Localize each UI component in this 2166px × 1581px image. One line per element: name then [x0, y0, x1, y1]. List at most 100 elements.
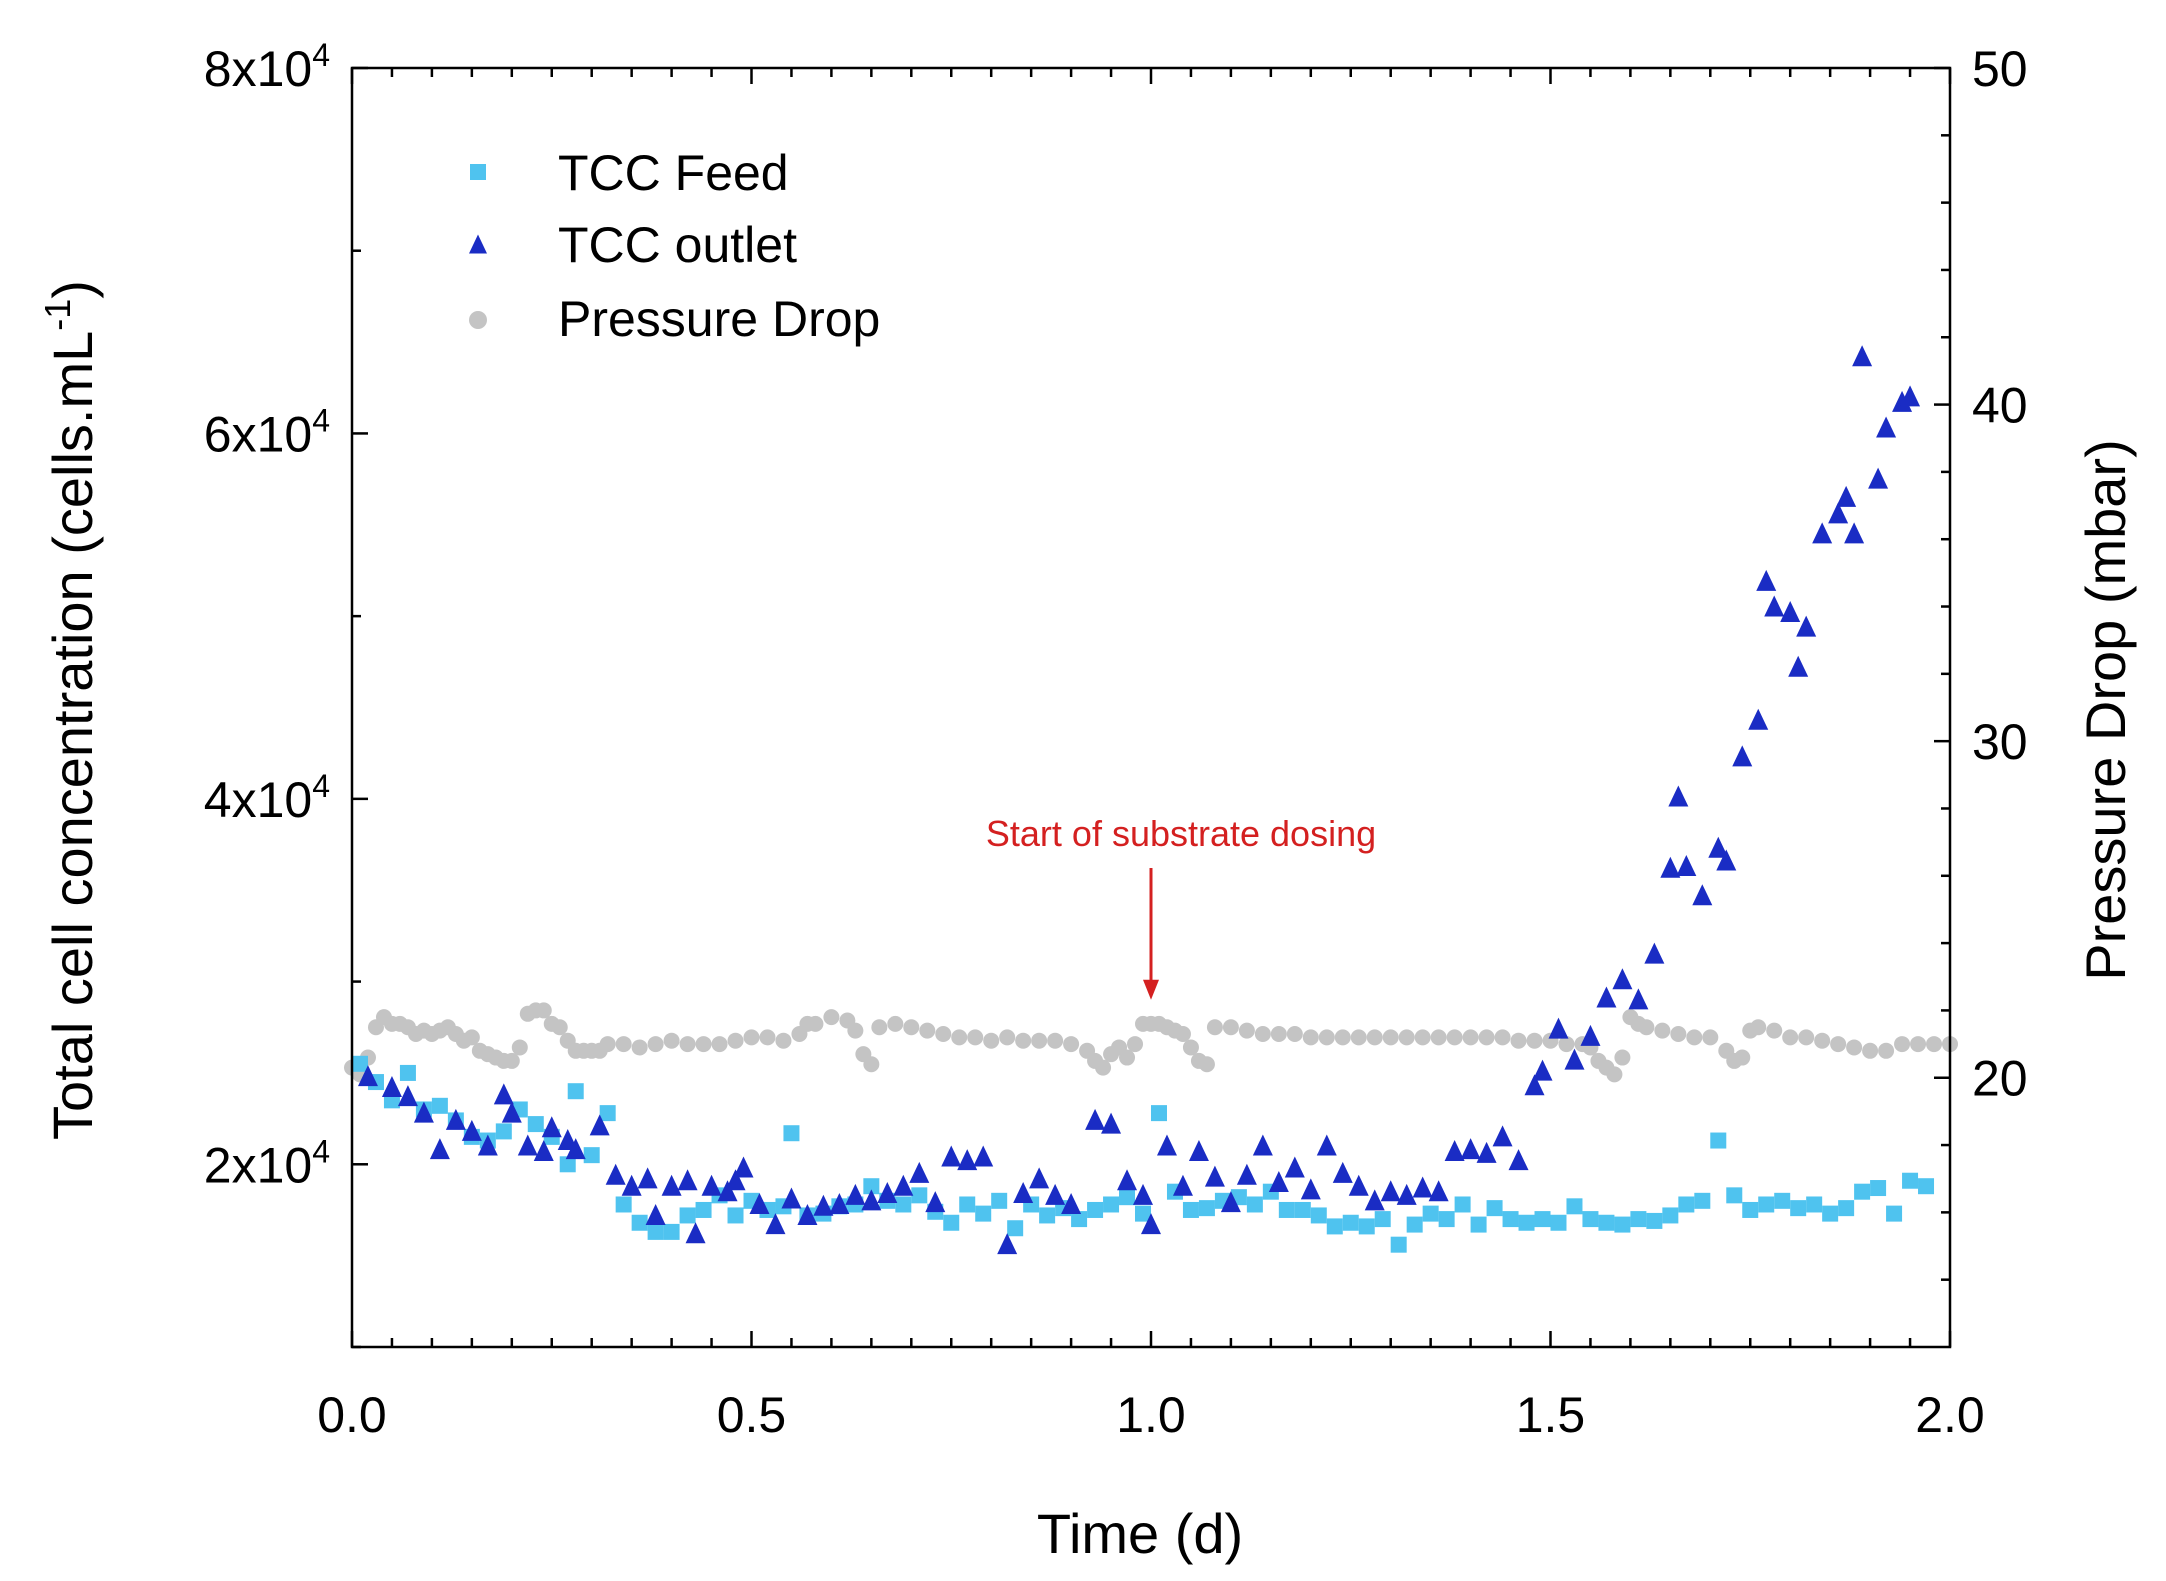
tcc-feed-point — [1486, 1200, 1503, 1217]
tcc-outlet-point — [733, 1156, 754, 1178]
pressure-drop-point — [503, 1052, 520, 1069]
pressure-drop-point — [1878, 1042, 1895, 1059]
tcc-feed-point — [1135, 1205, 1152, 1222]
tcc-feed-point — [783, 1125, 800, 1142]
tcc-feed-point — [399, 1064, 416, 1081]
tcc-outlet-point — [725, 1169, 746, 1191]
tcc-feed-point — [1119, 1189, 1136, 1206]
y-left-tick-label: 8x104 — [204, 37, 330, 97]
tcc-outlet-point — [1748, 708, 1769, 730]
tcc-feed-point — [1582, 1211, 1599, 1228]
pressure-drop-point — [1414, 1029, 1431, 1046]
tcc-outlet-point — [1876, 416, 1897, 438]
pressure-drop-point — [1926, 1036, 1943, 1053]
pressure-drop-point — [1782, 1029, 1799, 1046]
tcc-feed-point — [1326, 1218, 1343, 1235]
tcc-feed-point — [1310, 1207, 1327, 1224]
annotation-arrow-head — [1143, 979, 1159, 1000]
pressure-drop-point — [1614, 1049, 1631, 1066]
tcc-outlet-point — [1300, 1178, 1321, 1200]
pressure-drop-point — [1766, 1022, 1783, 1039]
tcc-outlet-point — [1788, 655, 1809, 677]
tcc-outlet-point — [893, 1174, 914, 1196]
tcc-outlet-point — [1668, 785, 1689, 807]
tcc-outlet-series — [357, 345, 1921, 1255]
tcc-outlet-point — [621, 1174, 642, 1196]
tcc-feed-point — [1854, 1183, 1871, 1200]
y-left-axis-title: Total cell concentration (cells.mL-1) — [37, 280, 104, 1140]
tcc-outlet-point — [1844, 522, 1865, 544]
tcc-feed-point — [895, 1196, 912, 1213]
tcc-feed-point — [863, 1178, 880, 1195]
tcc-outlet-point — [429, 1138, 450, 1160]
tcc-feed-point — [1838, 1200, 1855, 1217]
tcc-outlet-point — [1013, 1182, 1034, 1204]
tcc-feed-point — [431, 1097, 448, 1114]
tcc-feed-point — [647, 1223, 664, 1240]
tcc-feed-point — [1534, 1211, 1551, 1228]
tcc-outlet-point — [1548, 1017, 1569, 1039]
tcc-feed-point — [1678, 1196, 1695, 1213]
tcc-outlet-point — [645, 1203, 666, 1225]
legend: TCC Feed TCC outlet Pressure Drop — [469, 145, 880, 347]
tcc-feed-point — [495, 1123, 512, 1140]
pressure-drop-point — [1526, 1032, 1543, 1049]
tcc-feed-point — [1071, 1211, 1088, 1228]
tcc-outlet-point — [1380, 1180, 1401, 1202]
tcc-outlet-point — [1836, 485, 1857, 507]
pressure-drop-point — [711, 1036, 728, 1053]
pressure-drop-point — [1478, 1029, 1495, 1046]
tcc-feed-point — [943, 1214, 960, 1231]
tcc-outlet-point — [1660, 856, 1681, 878]
tcc-feed-point — [1454, 1196, 1471, 1213]
tcc-outlet-point — [701, 1174, 722, 1196]
pressure-drop-point — [615, 1036, 632, 1053]
pressure-drop-point — [1127, 1036, 1144, 1053]
y-left-tick-label: 4x104 — [204, 768, 330, 828]
tcc-outlet-point — [1732, 745, 1753, 767]
tcc-outlet-point — [1029, 1167, 1050, 1189]
tcc-outlet-point — [1692, 884, 1713, 906]
tcc-outlet-point — [1236, 1163, 1257, 1185]
tcc-outlet-point — [1796, 615, 1817, 637]
tcc-outlet-point — [1268, 1171, 1289, 1193]
tcc-feed-point — [1598, 1214, 1615, 1231]
tcc-feed-point — [583, 1147, 600, 1164]
pressure-drop-point — [1734, 1049, 1751, 1066]
tcc-feed-point — [1806, 1196, 1823, 1213]
tcc-outlet-point — [1596, 986, 1617, 1008]
pressure-drop-point — [1254, 1025, 1271, 1042]
tcc-feed-point — [1007, 1220, 1024, 1237]
pressure-drop-point — [1446, 1029, 1463, 1046]
tcc-feed-point — [599, 1105, 616, 1122]
pressure-drop-point — [1798, 1029, 1815, 1046]
tcc-outlet-point — [1524, 1074, 1545, 1096]
x-tick-label: 0.0 — [317, 1387, 387, 1443]
pressure-drop-point — [871, 1019, 888, 1036]
pressure-drop-point — [1198, 1056, 1215, 1073]
tcc-outlet-point — [493, 1083, 514, 1105]
tcc-outlet-point — [749, 1192, 770, 1214]
tcc-outlet-point — [1252, 1134, 1273, 1156]
tcc-outlet-point — [397, 1085, 418, 1107]
pressure-drop-point — [599, 1036, 616, 1053]
tcc-feed-point — [351, 1055, 368, 1072]
tcc-outlet-point — [661, 1174, 682, 1196]
pressure-drop-point — [743, 1029, 760, 1046]
tcc-outlet-point — [605, 1163, 626, 1185]
tcc-outlet-point — [1812, 522, 1833, 544]
pressure-drop-point — [695, 1036, 712, 1053]
tcc-outlet-point — [1085, 1108, 1106, 1130]
tcc-feed-point — [1502, 1211, 1519, 1228]
tcc-outlet-point — [517, 1134, 538, 1156]
tcc-feed-point — [631, 1214, 648, 1231]
pressure-drop-point — [1119, 1049, 1136, 1066]
x-tick-label: 1.0 — [1116, 1387, 1186, 1443]
tcc-feed-point — [1182, 1201, 1199, 1218]
pressure-drop-point — [1286, 1025, 1303, 1042]
tcc-outlet-point — [1101, 1112, 1122, 1134]
annotation-label: Start of substrate dosing — [986, 813, 1376, 854]
tcc-outlet-point — [1852, 345, 1873, 367]
tcc-outlet-point — [1045, 1183, 1066, 1205]
